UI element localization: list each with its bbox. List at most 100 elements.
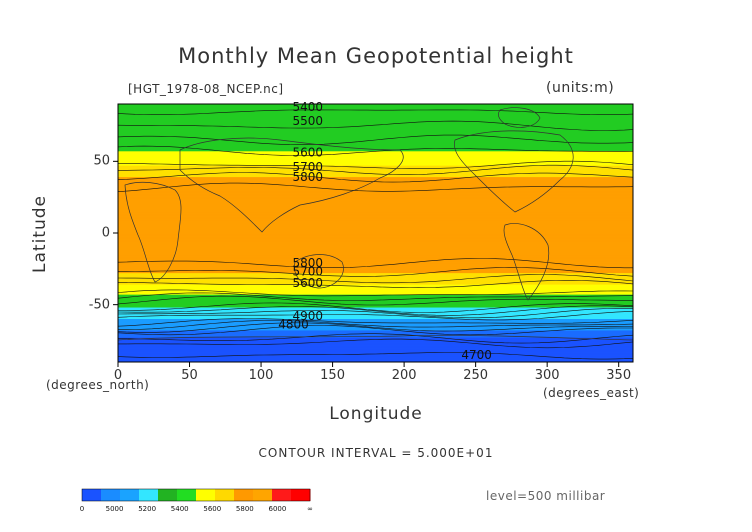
height-band [118, 271, 633, 274]
height-band [118, 314, 633, 317]
height-band [118, 142, 633, 145]
coastline-eurasia [179, 137, 404, 233]
contour-line [118, 280, 633, 288]
height-band [118, 144, 633, 147]
contour-line [118, 308, 633, 319]
height-band [118, 357, 633, 360]
x-tick-label: 350 [606, 368, 632, 383]
height-band [118, 284, 633, 287]
height-band [118, 139, 633, 142]
colorbar-swatch [253, 489, 273, 501]
height-band [118, 251, 633, 254]
height-band [118, 175, 633, 178]
height-band [118, 278, 633, 281]
x-tick-label: 150 [320, 368, 345, 383]
contour-line [118, 333, 633, 344]
height-band [118, 165, 633, 168]
height-band [118, 351, 633, 354]
height-band [118, 105, 633, 108]
height-band [118, 135, 633, 138]
height-band [118, 260, 633, 263]
height-band [118, 145, 633, 148]
height-band [118, 334, 633, 337]
colorbar-swatch [177, 489, 197, 501]
colorbar-label: 5800 [235, 505, 254, 513]
height-band [118, 210, 633, 213]
height-band [118, 188, 633, 191]
height-band [118, 230, 633, 233]
height-band [118, 329, 633, 332]
contour-label: 4700 [461, 348, 492, 362]
height-band [118, 306, 633, 309]
height-band [118, 294, 633, 297]
units-label: (units:m) [546, 80, 615, 96]
height-band [118, 316, 633, 319]
height-band [118, 257, 633, 260]
height-band [118, 215, 633, 218]
height-band [118, 169, 633, 172]
height-band [118, 225, 633, 228]
height-band [118, 136, 633, 139]
height-band [118, 254, 633, 257]
height-band [118, 185, 633, 188]
height-band [118, 317, 633, 320]
height-band [118, 154, 633, 157]
y-tick-label: 0 [101, 225, 110, 241]
height-band [118, 356, 633, 359]
height-band [118, 224, 633, 227]
height-band [118, 300, 633, 303]
colorbar-swatch [291, 489, 311, 501]
colorbar-swatch [82, 489, 102, 501]
height-band [118, 151, 633, 154]
contour-interval: CONTOUR INTERVAL = 5.000E+01 [258, 446, 494, 460]
height-band [118, 197, 633, 200]
level-label: level=500 millibar [486, 489, 606, 503]
height-band [118, 214, 633, 217]
contour-line [118, 325, 633, 336]
y-axis-unit: (degrees_north) [46, 378, 150, 392]
height-band [118, 227, 633, 230]
height-band [118, 270, 633, 273]
x-tick-label: 250 [463, 368, 489, 383]
height-band [118, 268, 633, 271]
height-band [118, 277, 633, 280]
contour-line [118, 292, 633, 301]
colorbar-swatch [196, 489, 216, 501]
height-band [118, 238, 633, 241]
height-band [118, 207, 633, 210]
height-band [118, 119, 633, 122]
height-band [118, 360, 633, 362]
height-band [118, 304, 633, 307]
coastline-antarctica [118, 335, 633, 341]
height-band [118, 141, 633, 144]
height-band [118, 218, 633, 221]
height-band [118, 177, 633, 180]
height-band [118, 220, 633, 223]
height-band [118, 159, 633, 162]
height-band [118, 191, 633, 194]
height-band [118, 187, 633, 190]
colorbar-label: 5600 [203, 505, 222, 513]
y-tick-label: 50 [93, 153, 110, 169]
height-band [118, 247, 633, 250]
coastline-south-america [503, 223, 550, 301]
height-band [118, 201, 633, 204]
height-band [118, 253, 633, 256]
contour-line [118, 302, 633, 313]
height-band [118, 121, 633, 124]
height-band [118, 192, 633, 195]
coastline-australia [294, 254, 344, 289]
contour-line [118, 352, 633, 360]
x-tick-label: 300 [534, 368, 560, 383]
height-band [118, 132, 633, 135]
height-band [118, 221, 633, 224]
height-band [118, 138, 633, 141]
contour-label: 5600 [293, 276, 324, 290]
contour-line [118, 289, 633, 297]
height-band [118, 108, 633, 111]
contour-line [118, 164, 633, 175]
contour-label: 5700 [293, 160, 324, 174]
height-band [118, 158, 633, 161]
height-band [118, 245, 633, 248]
height-band [118, 205, 633, 208]
